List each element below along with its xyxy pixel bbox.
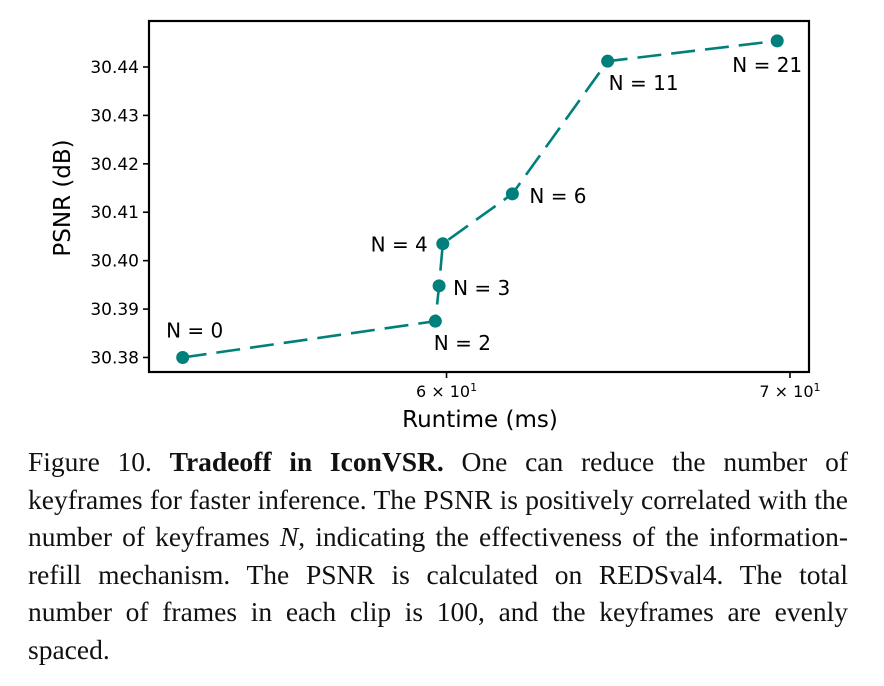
y-tick-label: 30.44 xyxy=(90,58,139,78)
caption-text-1: One can reduce the number of keyframes f… xyxy=(28,446,848,552)
data-point xyxy=(428,314,442,328)
y-tick-label: 30.39 xyxy=(90,300,139,320)
caption-text-2: , indicating the effectiveness of the in… xyxy=(28,521,848,665)
runtime-psnr-chart: 30.38 30.39 30.40 30.41 30.42 30.43 30.44 6 × 1… xyxy=(50,19,821,433)
y-tick-label: 30.40 xyxy=(90,252,139,272)
point-label: N = 2 xyxy=(434,331,491,355)
caption-title: Tradeoff in IconVSR. xyxy=(169,446,444,477)
data-point xyxy=(770,34,784,48)
y-tick-label: 30.41 xyxy=(90,203,139,223)
caption-variable: N xyxy=(279,521,299,552)
caption-prefix: Figure 10. xyxy=(28,446,170,477)
point-labels: N = 0 N = 2 N = 3 N = 4 N = 6 N = 11 N = 21 xyxy=(166,53,802,355)
series-line xyxy=(182,39,778,359)
data-point xyxy=(176,350,190,364)
point-label: N = 3 xyxy=(453,276,510,300)
y-tick-label: 30.38 xyxy=(90,348,139,368)
point-label: N = 0 xyxy=(166,318,223,342)
point-label: N = 21 xyxy=(732,53,802,77)
psnr-line xyxy=(182,39,778,359)
data-point xyxy=(505,187,519,201)
point-label: N = 6 xyxy=(529,184,586,208)
y-tick-label: 30.42 xyxy=(90,155,139,175)
axes: 30.38 30.39 30.40 30.41 30.42 30.43 30.44 6 × 1… xyxy=(90,19,821,401)
data-point xyxy=(436,237,450,251)
y-axis-label: PSNR (dB) xyxy=(50,139,76,256)
point-label: N = 4 xyxy=(371,233,428,257)
data-point xyxy=(432,279,446,293)
plot-frame xyxy=(147,19,811,374)
figure-caption: Figure 10. Tradeoff in IconVSR. One can … xyxy=(28,443,848,668)
point-label: N = 11 xyxy=(609,71,679,95)
data-points xyxy=(176,34,784,364)
x-axis-label: Runtime (ms) xyxy=(402,407,558,433)
x-tick-label: 7 × 101 xyxy=(759,381,820,401)
y-tick-label: 30.43 xyxy=(90,106,139,126)
data-point xyxy=(601,54,615,68)
x-tick-label: 6 × 101 xyxy=(416,381,477,401)
